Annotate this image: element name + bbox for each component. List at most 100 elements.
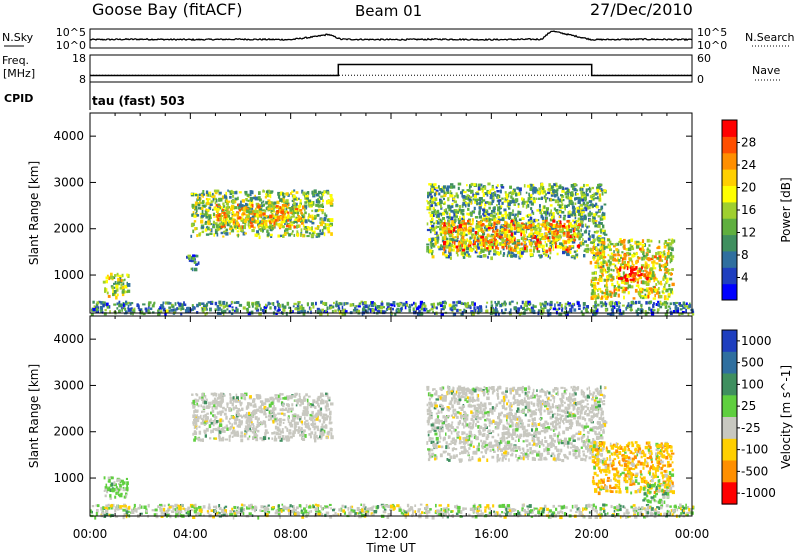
power-cell <box>235 306 238 309</box>
velocity-cell <box>202 438 204 442</box>
power-cell <box>558 228 561 231</box>
power-cell <box>225 304 228 307</box>
power-cell <box>325 309 327 312</box>
power-cell <box>594 264 598 269</box>
power-cell <box>663 303 667 306</box>
power-cell <box>478 309 482 313</box>
power-cell <box>172 305 175 308</box>
power-cell <box>485 224 490 228</box>
velocity-cell <box>259 436 262 440</box>
power-cell <box>555 229 558 232</box>
power-cell <box>224 199 227 203</box>
power-cell <box>352 308 356 312</box>
power-cell <box>164 312 167 316</box>
velocity-cell <box>270 401 274 406</box>
velocity-cell <box>220 396 224 401</box>
velocity-cell <box>292 433 295 437</box>
power-cell <box>214 191 218 195</box>
power-cell <box>641 296 645 300</box>
velocity-cell <box>267 398 270 402</box>
power-cell <box>486 211 488 214</box>
power-cell <box>474 238 477 242</box>
power-cell <box>635 309 638 313</box>
power-cell <box>568 310 570 314</box>
power-cell <box>300 219 304 224</box>
power-cell <box>681 311 685 314</box>
power-cell <box>493 214 496 219</box>
power-cell <box>637 284 640 287</box>
power-cell <box>530 202 534 206</box>
velocity-cell <box>330 432 333 436</box>
power-cell <box>228 219 231 224</box>
power-cell <box>295 208 299 211</box>
power-cell <box>628 273 632 276</box>
power-cell <box>457 242 461 246</box>
power-cell <box>338 308 341 311</box>
power-cell <box>535 197 538 200</box>
power-cell <box>640 289 643 293</box>
velocity-cell <box>201 397 204 401</box>
velocity-cell <box>315 417 319 421</box>
power-cell <box>294 220 297 223</box>
power-cell <box>517 204 520 208</box>
power-cell <box>568 210 571 214</box>
power-cell <box>323 217 327 222</box>
velocity-cell <box>232 430 236 433</box>
power-cell <box>108 305 111 309</box>
power-cell <box>290 232 293 236</box>
power-cell <box>450 209 454 213</box>
power-cell <box>575 220 578 224</box>
power-cell <box>257 203 260 207</box>
velocity-cell <box>293 415 297 418</box>
power-cell <box>257 225 260 229</box>
power-cell <box>619 308 622 313</box>
power-cell <box>533 197 535 201</box>
power-cell <box>616 242 619 246</box>
power-cell <box>550 194 554 197</box>
power-cell <box>96 307 98 310</box>
power-cell <box>556 252 559 256</box>
velocity-cell <box>268 413 271 418</box>
power-cell <box>317 209 320 212</box>
power-cell <box>511 212 514 215</box>
power-cell <box>540 196 543 200</box>
power-cell <box>398 302 402 306</box>
power-cell <box>548 212 551 217</box>
power-cell <box>543 190 547 193</box>
power-cell <box>540 312 544 315</box>
power-cell <box>661 253 665 258</box>
power-cell <box>561 309 563 312</box>
power-cell <box>557 212 560 215</box>
power-cell <box>562 246 566 251</box>
power-cell <box>357 305 361 308</box>
power-cell <box>276 300 279 304</box>
velocity-cell <box>304 411 307 416</box>
velocity-cell <box>202 414 205 419</box>
power-cell <box>478 308 480 313</box>
power-cell <box>121 285 125 290</box>
power-cell <box>195 208 198 213</box>
power-cell <box>259 204 262 207</box>
power-cell <box>607 253 610 257</box>
velocity-cell <box>203 400 208 405</box>
power-cell <box>563 214 567 217</box>
power-cell <box>655 262 659 265</box>
power-cell <box>309 214 312 219</box>
power-cell <box>498 194 501 198</box>
power-cell <box>116 302 120 306</box>
power-cell <box>487 226 491 230</box>
power-cell <box>448 208 452 212</box>
power-cell <box>335 305 338 308</box>
power-cell <box>482 230 485 234</box>
power-cell <box>324 223 327 227</box>
power-cell <box>526 247 528 250</box>
power-cell <box>92 308 96 312</box>
power-cell <box>586 204 588 208</box>
power-cell <box>215 219 218 222</box>
power-cell <box>663 253 666 256</box>
power-cell <box>469 223 473 226</box>
power-cell <box>479 183 483 187</box>
power-cell <box>634 300 638 305</box>
power-cell <box>653 276 657 280</box>
power-cell <box>229 221 231 225</box>
